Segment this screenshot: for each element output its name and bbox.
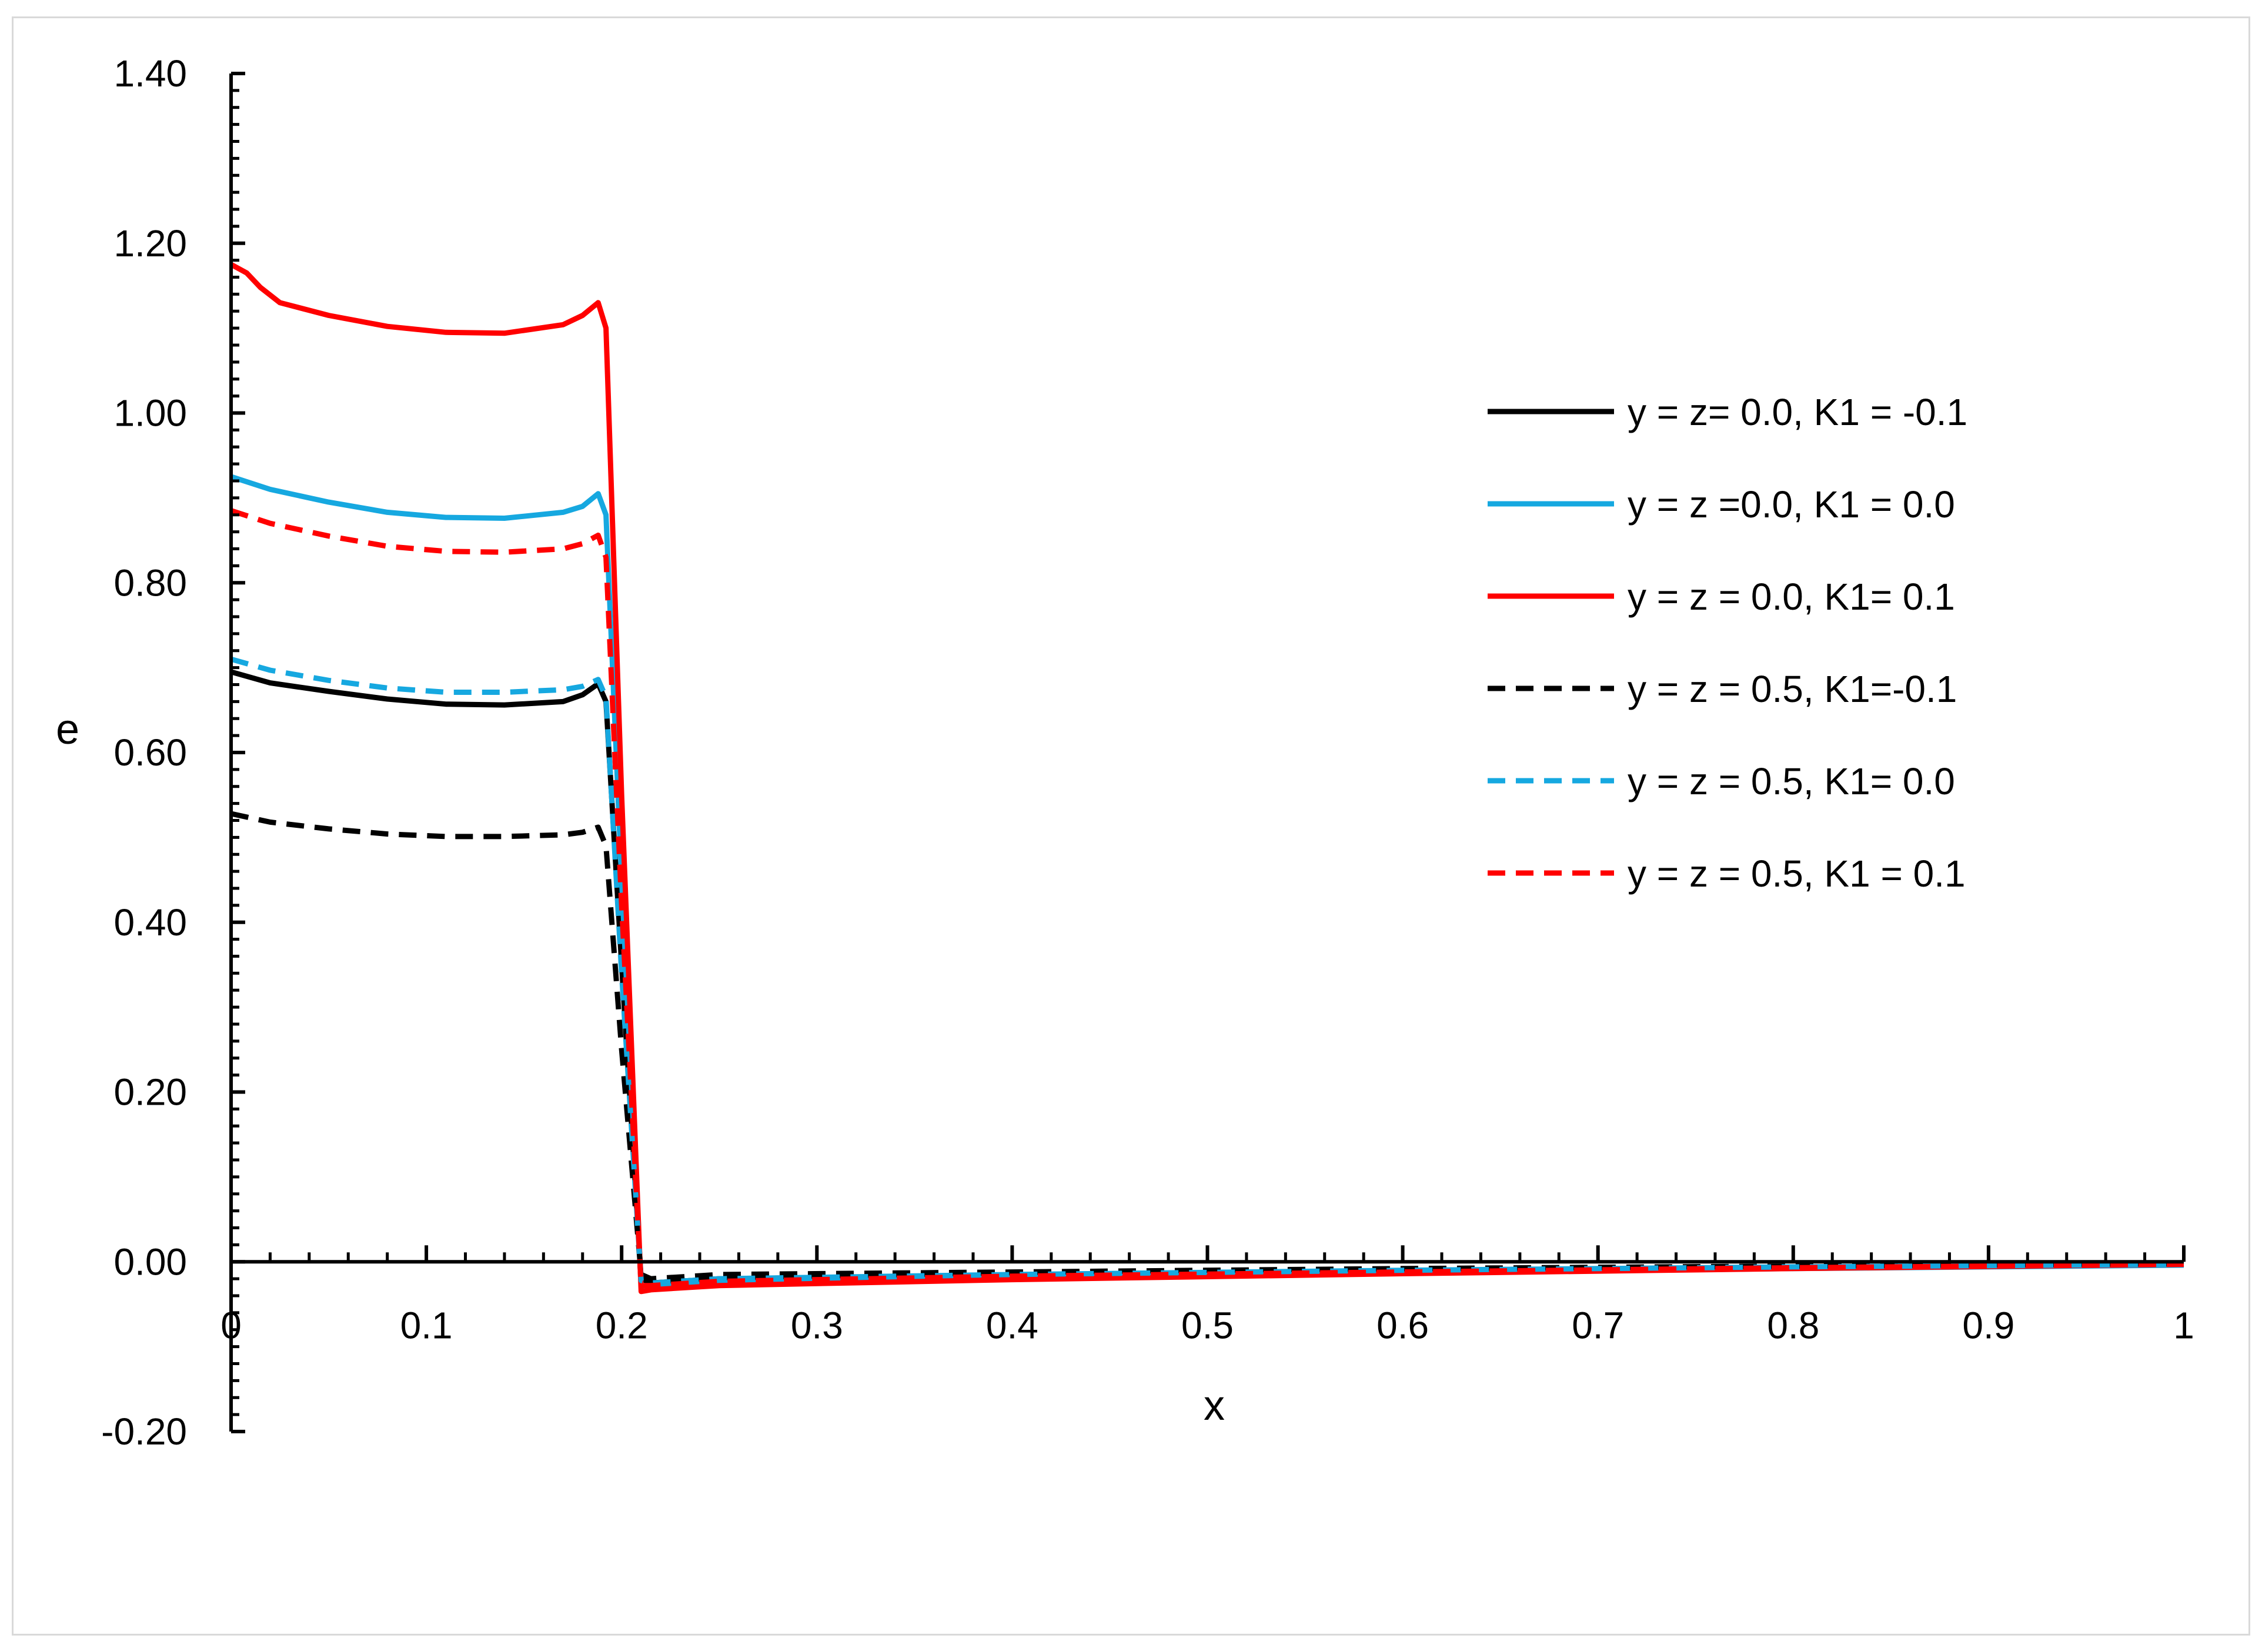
y-tick-label: 0.20 bbox=[113, 1071, 187, 1113]
y-tick-label: 0.80 bbox=[113, 561, 187, 604]
y-tick-label: -0.20 bbox=[101, 1410, 187, 1453]
y-axis-title: e bbox=[56, 706, 79, 753]
y-tick-label: 0.00 bbox=[113, 1240, 187, 1283]
x-tick-label: 0.4 bbox=[986, 1304, 1038, 1346]
legend-label-1: y = z= 0.0, K1 = -0.1 bbox=[1628, 391, 1967, 433]
x-tick-label: 0 bbox=[220, 1304, 242, 1346]
x-tick-label: 0.6 bbox=[1376, 1304, 1429, 1346]
legend-label-5: y = z = 0.5, K1= 0.0 bbox=[1628, 760, 1955, 802]
chart-frame bbox=[12, 16, 2250, 1636]
series-line-6 bbox=[230, 508, 2184, 1289]
legend: y = z= 0.0, K1 = -0.1 y = z =0.0, K1 = 0.… bbox=[1488, 391, 1967, 895]
x-axis-title: x bbox=[1204, 1382, 1225, 1429]
series-line-5 bbox=[230, 656, 2184, 1286]
x-tick-label: 0.8 bbox=[1767, 1304, 1819, 1346]
legend-label-6: y = z = 0.5, K1 = 0.1 bbox=[1628, 852, 1966, 895]
legend-label-4: y = z = 0.5, K1=-0.1 bbox=[1628, 668, 1957, 710]
legend-label-2: y = z =0.0, K1 = 0.0 bbox=[1628, 483, 1955, 526]
x-tick-label: 0.3 bbox=[791, 1304, 843, 1346]
x-tick-label: 0.5 bbox=[1181, 1304, 1234, 1346]
legend-label-3: y = z = 0.0, K1= 0.1 bbox=[1628, 576, 1955, 618]
series-line-3 bbox=[229, 262, 2184, 1295]
x-tick-label: 0.9 bbox=[1962, 1304, 2014, 1346]
x-tick-label: 0.1 bbox=[400, 1304, 453, 1346]
x-tick-label: 0.2 bbox=[596, 1304, 648, 1346]
series-layer bbox=[229, 262, 2184, 1295]
y-tick-label: 1.40 bbox=[113, 52, 187, 95]
y-tick-label: 0.40 bbox=[113, 901, 187, 944]
y-tick-label: 1.20 bbox=[113, 222, 187, 265]
ticks-layer: 1.40 1.20 1.00 0.80 0.60 0.40 0.20 0.00 -0.20 0 0.… bbox=[101, 52, 2194, 1453]
y-tick-label: 0.60 bbox=[113, 731, 187, 774]
axes-layer bbox=[229, 73, 2184, 1432]
y-tick-label: 1.00 bbox=[113, 392, 187, 434]
x-tick-label: 1 bbox=[2173, 1304, 2194, 1346]
x-tick-label: 0.7 bbox=[1572, 1304, 1624, 1346]
